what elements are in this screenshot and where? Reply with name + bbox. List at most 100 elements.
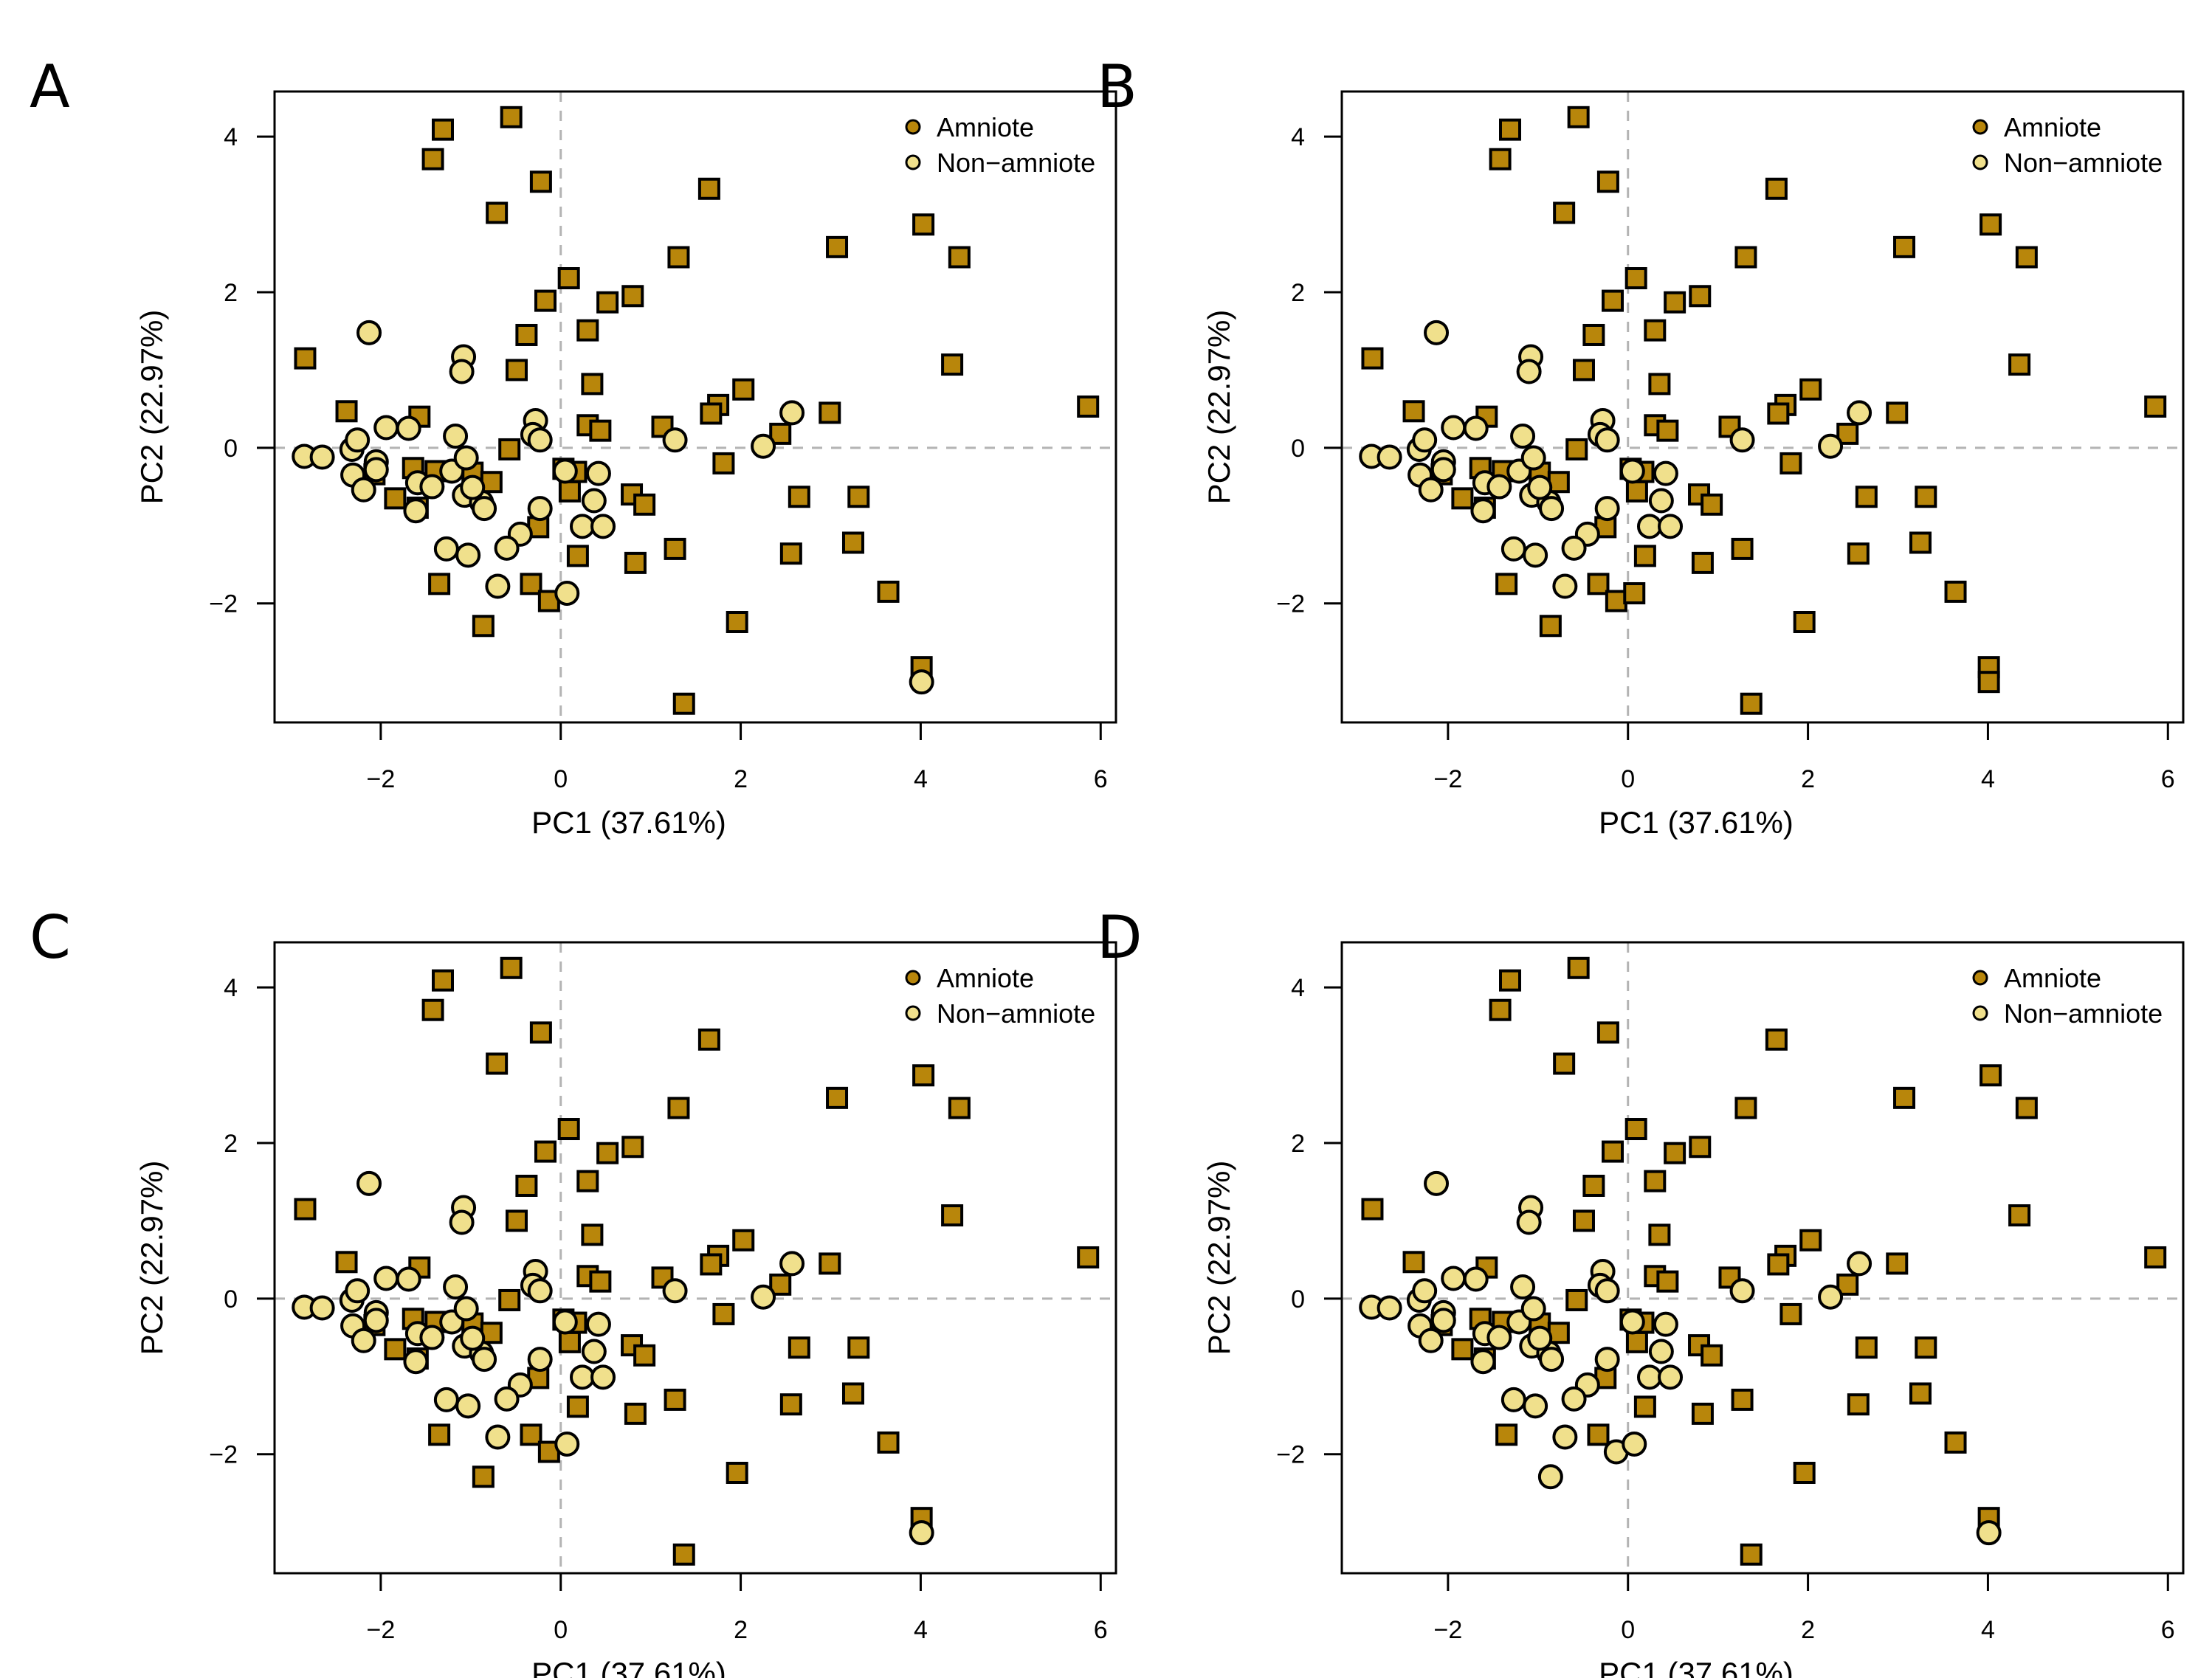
point-amniote [847, 1336, 870, 1359]
point-non-amniote [460, 474, 486, 500]
point-non-amniote [453, 1296, 479, 1322]
point-amniote [941, 1204, 964, 1227]
point-amniote [1499, 969, 1521, 992]
x-tick-label: 2 [1801, 1616, 1815, 1644]
legend-non-amniote-marker [905, 1005, 921, 1021]
point-non-amniote [1552, 1424, 1578, 1450]
point-non-amniote [472, 496, 497, 522]
point-non-amniote [1523, 542, 1548, 568]
point-amniote [1765, 1028, 1788, 1051]
point-amniote [500, 956, 523, 979]
point-amniote [1601, 289, 1624, 312]
point-non-amniote [1510, 1274, 1536, 1300]
point-non-amniote [585, 1311, 611, 1337]
point-amniote [1644, 1170, 1667, 1192]
point-amniote [1836, 422, 1859, 445]
legend-label: Non−amniote [937, 148, 1095, 178]
point-amniote [1915, 1336, 1937, 1359]
point-amniote [1582, 1174, 1605, 1197]
point-non-amniote [1441, 1266, 1467, 1291]
panel-c: C −2 0 2 4 6 −2 0 2 4 PC1 (37.61%) PC2 (22.97%) Amni… [30, 903, 1117, 1678]
point-amniote [520, 573, 542, 595]
point-non-amniote [403, 1349, 429, 1375]
point-non-amniote [1424, 320, 1450, 345]
point-non-amniote [485, 573, 511, 599]
point-non-amniote [1847, 1251, 1872, 1277]
x-tick-label: 0 [554, 765, 568, 793]
point-amniote [1664, 291, 1686, 314]
y-tick-label: 4 [1291, 123, 1305, 151]
point-non-amniote [443, 1274, 469, 1300]
point-non-amniote [1523, 1393, 1548, 1419]
point-non-amniote [552, 458, 578, 484]
point-non-amniote [1520, 1296, 1546, 1322]
y-axis-title: PC2 (22.97%) [134, 310, 169, 505]
x-tick-label: −2 [1433, 1616, 1462, 1644]
point-non-amniote [1377, 1295, 1402, 1321]
point-amniote [1718, 415, 1741, 438]
legend-label: Amniote [937, 963, 1034, 993]
point-amniote [335, 1251, 358, 1274]
point-non-amniote [396, 415, 421, 441]
point-non-amniote [1729, 1278, 1755, 1304]
x-tick-label: 4 [914, 1616, 928, 1644]
point-amniote [1779, 452, 1802, 474]
point-amniote [498, 438, 521, 460]
y-tick-label: 2 [1291, 279, 1305, 307]
point-amniote [621, 285, 644, 308]
panel-label: A [30, 52, 70, 121]
point-non-amniote [581, 488, 607, 514]
point-amniote [1553, 201, 1576, 224]
point-amniote [486, 1052, 509, 1075]
point-non-amniote [1510, 424, 1536, 449]
point-non-amniote [485, 1424, 511, 1450]
point-amniote [558, 1330, 581, 1353]
point-amniote [576, 319, 599, 342]
point-non-amniote [419, 474, 445, 500]
point-amniote [788, 1336, 810, 1359]
point-amniote [1980, 1064, 2002, 1087]
point-non-amniote [1653, 460, 1678, 486]
point-amniote [2015, 246, 2038, 269]
point-non-amniote [472, 1347, 497, 1373]
point-amniote [826, 235, 849, 258]
point-amniote [1553, 1052, 1576, 1075]
point-non-amniote [590, 1364, 616, 1390]
point-non-amniote [1619, 1309, 1645, 1335]
x-tick-label: −2 [1433, 765, 1462, 793]
point-amniote [2008, 353, 2031, 376]
point-non-amniote [554, 580, 580, 606]
point-amniote [1886, 1252, 1909, 1275]
y-tick-label: 0 [224, 1285, 238, 1313]
point-amniote [672, 692, 695, 715]
point-non-amniote [453, 445, 479, 471]
point-non-amniote [1486, 474, 1512, 500]
point-non-amniote [1976, 1520, 2002, 1546]
point-amniote [1915, 486, 1937, 508]
point-amniote [2144, 1246, 2167, 1268]
point-amniote [472, 615, 495, 638]
point-amniote [667, 1097, 690, 1119]
point-amniote [428, 573, 451, 595]
panel-a: A −2 0 2 4 6 −2 0 2 4 PC1 (37.61%) PC2 (22.97%) Amni… [30, 52, 1117, 840]
point-non-amniote [1818, 433, 1844, 459]
point-non-amniote [433, 1387, 459, 1412]
y-tick-label: 4 [224, 123, 238, 151]
point-non-amniote [1648, 488, 1674, 514]
point-amniote [1734, 1097, 1757, 1119]
point-amniote [520, 1423, 542, 1446]
point-amniote [1644, 319, 1667, 342]
point-non-amniote [569, 514, 595, 539]
point-non-amniote [1470, 498, 1496, 524]
point-amniote [732, 1229, 755, 1251]
x-tick-label: −2 [366, 1616, 395, 1644]
legend-non-amniote-marker [905, 154, 921, 170]
point-non-amniote [363, 457, 389, 483]
point-amniote [819, 1252, 841, 1275]
point-amniote [294, 347, 317, 370]
point-amniote [633, 1344, 656, 1367]
point-non-amniote [1622, 1431, 1647, 1457]
point-amniote [421, 148, 444, 170]
point-non-amniote [1486, 1325, 1512, 1350]
point-amniote [1451, 487, 1474, 510]
